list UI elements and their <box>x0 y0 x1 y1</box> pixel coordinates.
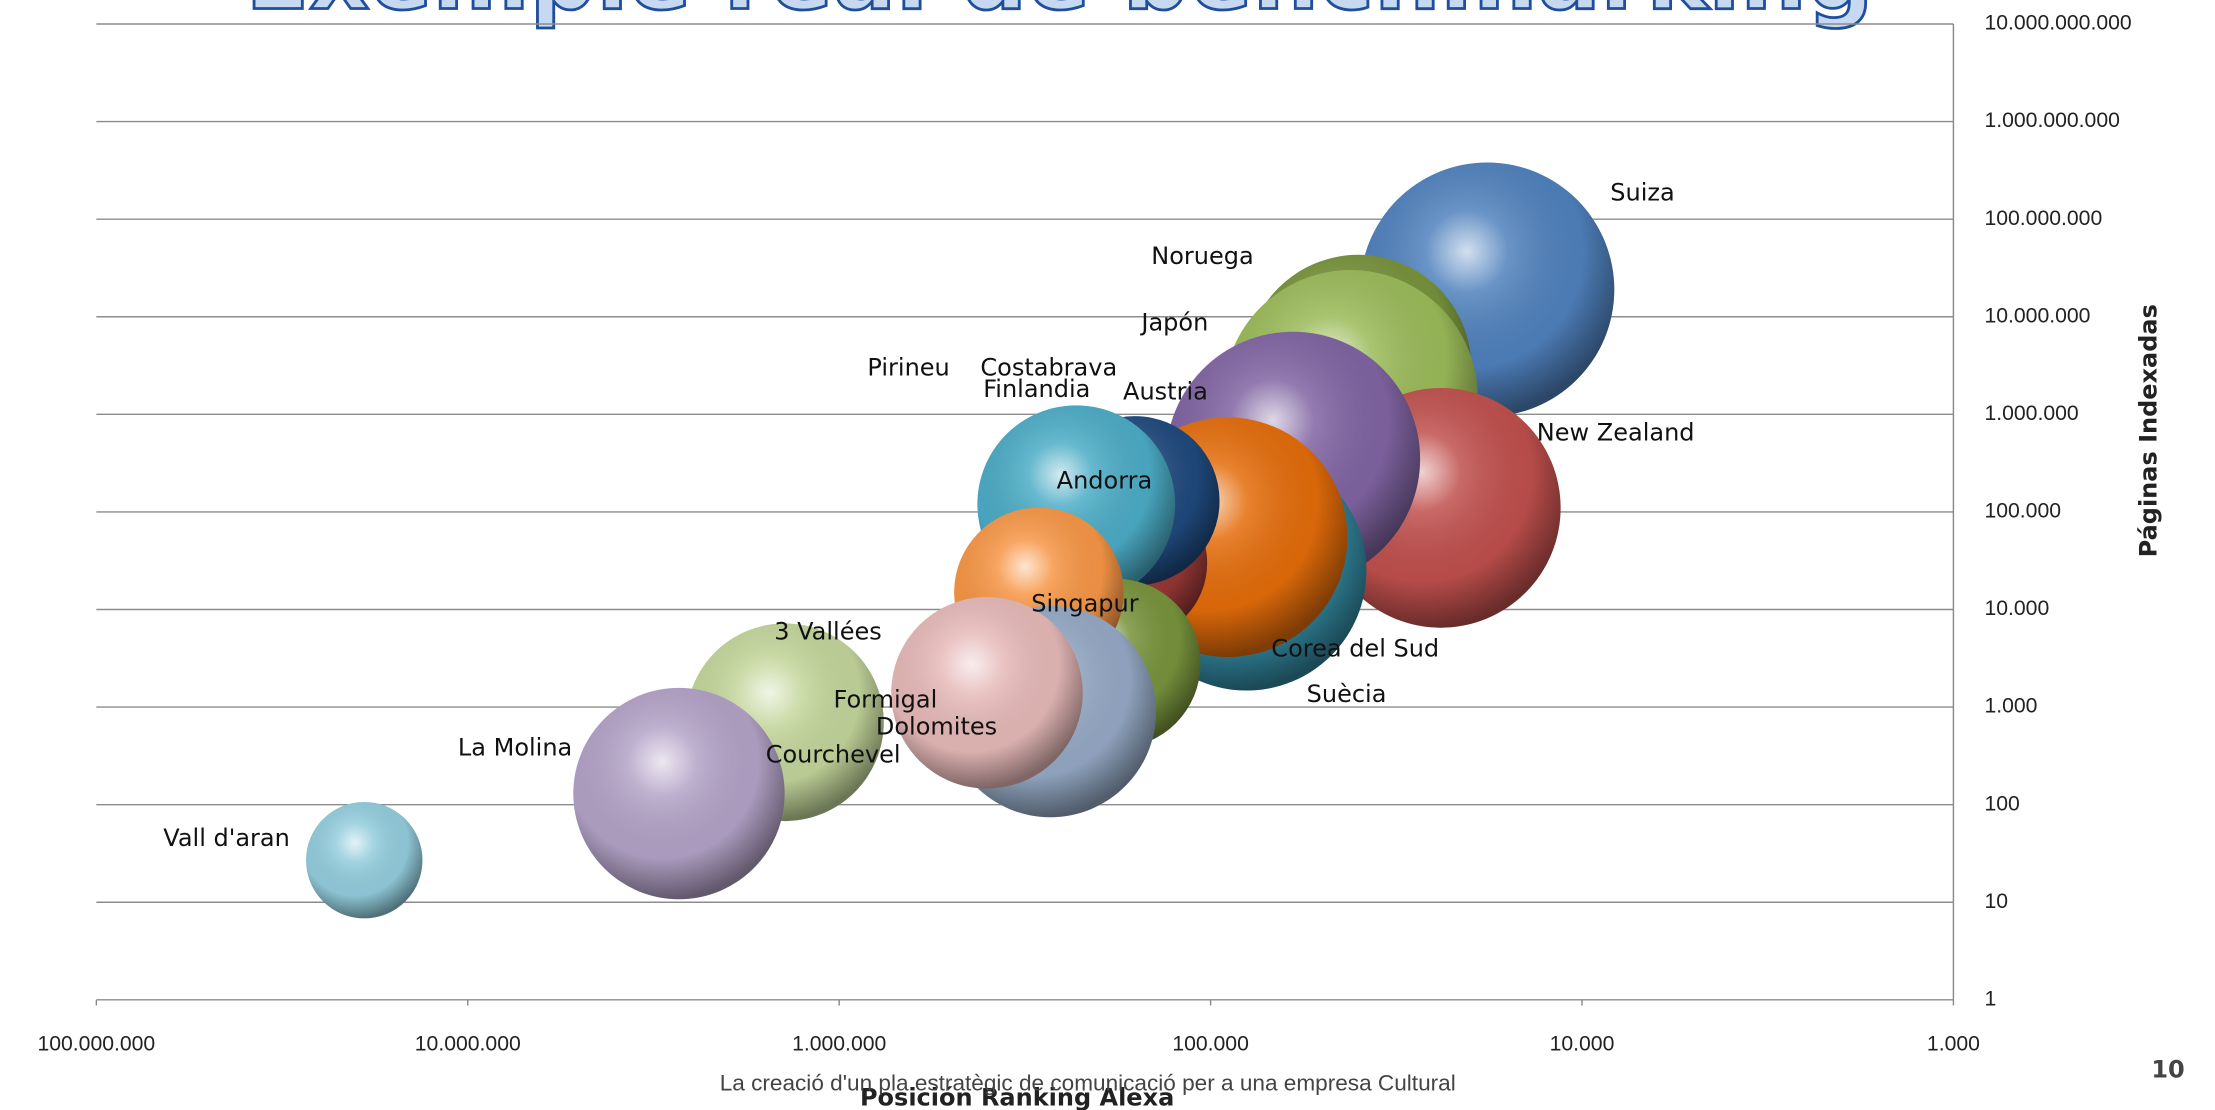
labels: Suiza Noruega Japón New Zealand Austria Suèci… <box>163 178 1694 851</box>
data-label: Andorra <box>1057 467 1153 495</box>
page-number: 10 <box>2151 1055 2184 1083</box>
data-label: Formigal <box>834 685 938 713</box>
data-label: Suècia <box>1307 680 1387 708</box>
x-tick-label: 100.000 <box>1172 1033 1249 1056</box>
y-tick-label: 1.000.000.000 <box>1984 109 2119 132</box>
data-label: Singapur <box>1031 589 1139 617</box>
data-label: Noruega <box>1151 242 1253 270</box>
data-label: Courchevel <box>766 741 901 769</box>
bubble-shade <box>891 597 1083 789</box>
data-label: Austria <box>1123 378 1208 406</box>
bubble-shade <box>573 687 785 900</box>
y-tick-label: 10 <box>1984 890 2008 913</box>
x-tick-label: 10.000.000 <box>415 1033 521 1056</box>
x-axis-title: Posición Ranking Alexa <box>860 1084 1174 1110</box>
x-tick-label: 1.000.000 <box>792 1033 886 1056</box>
y-axis-title: Páginas Indexadas <box>2135 304 2163 557</box>
data-label: Suiza <box>1610 178 1674 206</box>
y-tick-label: 1.000.000 <box>1984 402 2078 425</box>
y-tick-label: 100 <box>1984 792 2019 815</box>
x-tick-label: 1.000 <box>1927 1033 1980 1056</box>
data-label: Corea del Sud <box>1271 635 1439 663</box>
y-tick-label: 10.000.000.000 <box>1984 12 2131 35</box>
data-label: Finlandia <box>983 375 1090 403</box>
y-tick-label: 10.000 <box>1984 597 2049 620</box>
data-label: Pirineu <box>867 354 949 382</box>
data-label: Vall d'aran <box>163 824 290 852</box>
data-label: 3 Vallées <box>774 618 882 646</box>
data-label: Dolomites <box>876 712 997 740</box>
y-tick-label: 10.000.000 <box>1984 304 2090 327</box>
y-tick-label: 100.000 <box>1984 500 2061 523</box>
data-label: La Molina <box>458 733 572 761</box>
bubble-shade <box>306 801 423 919</box>
data-label: Japón <box>1139 308 1208 336</box>
chart-title: Exemple real de benchmarking <box>246 0 1874 30</box>
footer: La creació d'un pla estratègic de comuni… <box>720 1071 1456 1096</box>
bubbles <box>306 162 1615 919</box>
y-tick-label: 1.000 <box>1984 695 2037 718</box>
x-tick-label: 100.000.000 <box>37 1033 155 1056</box>
y-tick-label: 1 <box>1984 987 1996 1010</box>
x-tick-label: 10.000 <box>1550 1033 1615 1056</box>
y-tick-label: 100.000.000 <box>1984 207 2102 230</box>
data-label: New Zealand <box>1537 419 1695 447</box>
data-label: Costabrava <box>980 354 1117 382</box>
